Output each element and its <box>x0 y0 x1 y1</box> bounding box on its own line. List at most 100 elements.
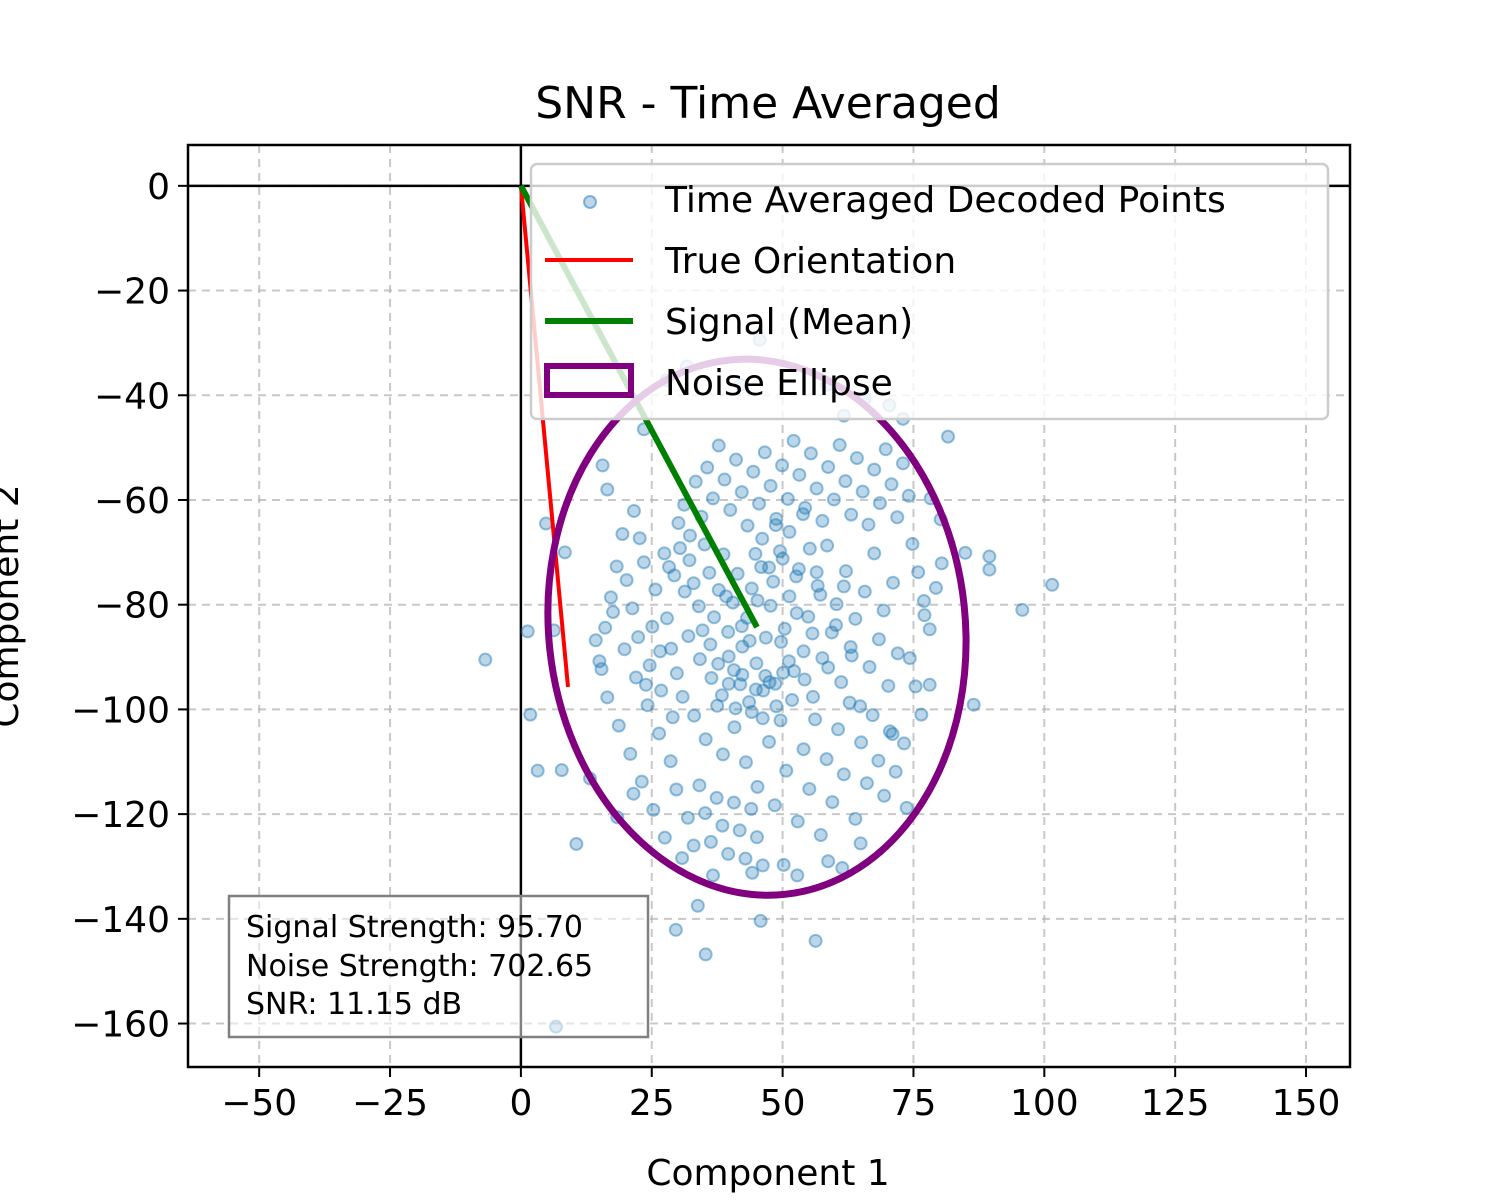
scatter-point <box>877 788 892 803</box>
x-tick-label: 25 <box>629 1083 675 1124</box>
scatter-point <box>638 677 653 692</box>
scatter-point <box>796 742 811 757</box>
scatter-point <box>815 513 830 528</box>
scatter-point <box>777 621 792 636</box>
scatter-point <box>715 747 730 762</box>
scatter-point <box>715 818 730 833</box>
scatter-point <box>681 629 696 644</box>
scatter-point <box>792 467 807 482</box>
y-tick-label: −20 <box>94 272 170 313</box>
scatter-point <box>728 701 743 716</box>
scatter-point <box>828 618 843 633</box>
stats-box-frame <box>227 894 650 1039</box>
scatter-point <box>834 675 849 690</box>
scatter-point <box>1045 577 1060 592</box>
scatter-point <box>886 575 901 590</box>
scatter-point <box>843 640 858 655</box>
scatter-point <box>821 854 836 869</box>
scatter-point <box>692 652 707 667</box>
scatter-point <box>755 711 770 726</box>
scatter-point <box>632 531 647 546</box>
scatter-point <box>727 720 742 735</box>
scatter-point <box>787 664 802 679</box>
scatter-point <box>871 632 886 647</box>
scatter-point <box>821 459 836 474</box>
scatter-point <box>721 624 736 639</box>
scatter-point <box>640 698 655 713</box>
scatter-point <box>820 538 835 553</box>
scatter-point <box>675 689 690 704</box>
scatter-point <box>603 590 618 605</box>
scatter-point <box>740 518 755 533</box>
legend-label-ellipse: Noise Ellipse <box>665 363 893 404</box>
scatter-point <box>625 601 640 616</box>
scatter-point <box>705 868 720 883</box>
scatter-point <box>657 546 672 561</box>
x-tick-label: 125 <box>1141 1083 1210 1124</box>
scatter-point <box>744 581 759 596</box>
scatter-point <box>726 795 741 810</box>
scatter-point <box>774 634 789 649</box>
scatter-point <box>592 654 607 669</box>
scatter-point <box>867 546 882 561</box>
scatter-point <box>588 633 603 648</box>
scatter-point <box>631 630 646 645</box>
scatter-point <box>691 599 706 614</box>
scatter-point <box>982 549 997 564</box>
scatter-point <box>836 579 851 594</box>
scatter-point <box>748 682 763 697</box>
scatter-point <box>698 947 713 962</box>
stats-snr: SNR: 11.15 dB <box>246 987 462 1022</box>
y-tick-label: −160 <box>71 1005 170 1046</box>
scatter-point <box>780 491 795 506</box>
scatter-point <box>805 689 820 704</box>
scatter-point <box>642 658 657 673</box>
y-tick-label: −100 <box>71 690 170 731</box>
scatter-point <box>881 678 896 693</box>
scatter-point <box>735 667 750 682</box>
scatter-point <box>941 429 956 444</box>
scatter-point <box>626 786 641 801</box>
scatter-point <box>801 609 816 624</box>
scatter-point <box>805 626 820 641</box>
scatter-point <box>719 589 734 604</box>
scatter-point <box>687 708 702 723</box>
y-tick-label: −80 <box>94 586 170 627</box>
scatter-point <box>782 589 797 604</box>
scatter-point <box>871 753 886 768</box>
scatter-point <box>663 754 678 769</box>
scatter-point <box>916 594 931 609</box>
legend-label-true-orientation: True Orientation <box>664 241 956 282</box>
scatter-point <box>809 565 824 580</box>
scatter-point <box>523 707 538 722</box>
scatter-point <box>934 556 949 571</box>
scatter-point <box>688 474 703 489</box>
scatter-point <box>700 460 715 475</box>
scatter-point <box>781 654 796 669</box>
scatter-point <box>664 641 679 656</box>
scatter-point <box>748 546 763 561</box>
scatter-point <box>682 553 697 568</box>
scatter-point <box>763 598 778 613</box>
scatter-point <box>899 800 914 815</box>
scatter-point <box>711 656 726 671</box>
scatter-point <box>802 541 817 556</box>
scatter-point <box>824 625 839 640</box>
scatter-point <box>810 578 825 593</box>
scatter-point <box>857 584 872 599</box>
scatter-point <box>735 639 750 654</box>
scatter-point <box>609 559 624 574</box>
scatter-point <box>789 569 804 584</box>
scatter-point <box>796 507 811 522</box>
scatter-point <box>776 665 791 680</box>
scatter-point <box>791 562 806 577</box>
scatter-point <box>704 670 719 685</box>
scatter-point <box>554 763 569 778</box>
legend-patch-ellipse <box>544 363 634 398</box>
scatter-point <box>763 478 778 493</box>
scatter-point <box>803 446 818 461</box>
scatter-point <box>648 582 663 597</box>
scatter-point <box>626 503 641 518</box>
scatter-point <box>478 652 493 667</box>
y-tick-label: 0 <box>147 167 170 208</box>
